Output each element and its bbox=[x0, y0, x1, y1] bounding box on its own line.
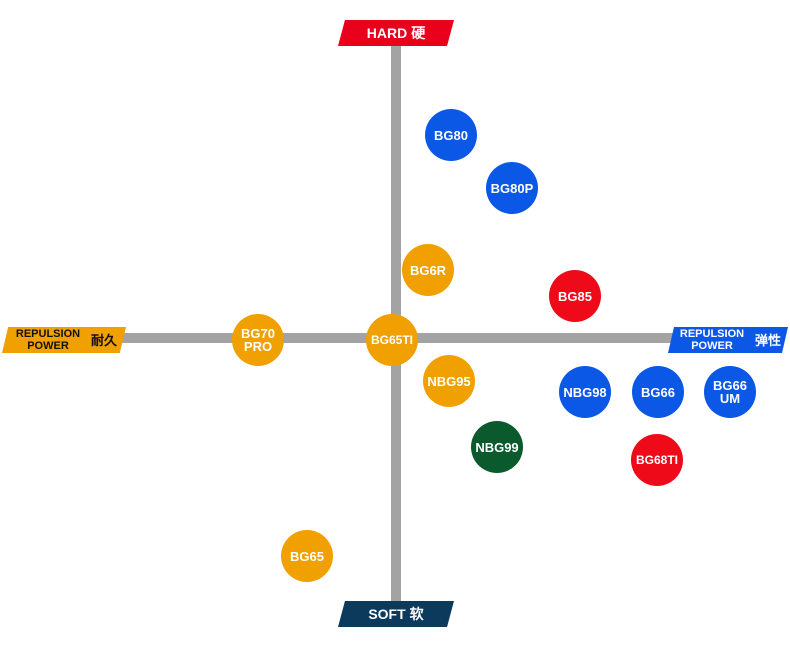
string-bg80p: BG80P bbox=[486, 162, 538, 214]
string-bg66: BG66 bbox=[632, 366, 684, 418]
axis-label-durability: REPULSION POWER 耐久 bbox=[2, 327, 126, 353]
axis-label-soft: SOFT 软 bbox=[338, 601, 454, 627]
axis-label-elasticity-en: REPULSION POWER bbox=[679, 328, 745, 352]
string-bg80: BG80 bbox=[425, 109, 477, 161]
axis-label-elasticity-zh: 弹性 bbox=[754, 332, 781, 348]
axis-label-durability-zh: 耐久 bbox=[90, 332, 117, 348]
axis-label-hard-zh: 硬 bbox=[411, 25, 426, 41]
string-bg66um: BG66 UM bbox=[704, 366, 756, 418]
axis-label-hard: HARD 硬 bbox=[338, 20, 454, 46]
axis-label-soft-zh: 软 bbox=[409, 606, 424, 622]
axis-label-elasticity: REPULSION POWER 弹性 bbox=[668, 327, 788, 353]
string-bg85: BG85 bbox=[549, 270, 601, 322]
string-bg65: BG65 bbox=[281, 530, 333, 582]
string-bg65ti: BG65TI bbox=[366, 314, 418, 366]
axis-label-durability-en: REPULSION POWER bbox=[15, 328, 81, 352]
string-nbg98: NBG98 bbox=[559, 366, 611, 418]
string-bg70pro: BG70 PRO bbox=[232, 314, 284, 366]
string-bg6r: BG6R bbox=[402, 244, 454, 296]
axis-label-hard-en: HARD bbox=[366, 25, 408, 41]
axis-label-soft-en: SOFT bbox=[368, 606, 406, 622]
string-nbg95: NBG95 bbox=[423, 355, 475, 407]
string-nbg99: NBG99 bbox=[471, 421, 523, 473]
string-bg68ti: BG68TI bbox=[631, 434, 683, 486]
